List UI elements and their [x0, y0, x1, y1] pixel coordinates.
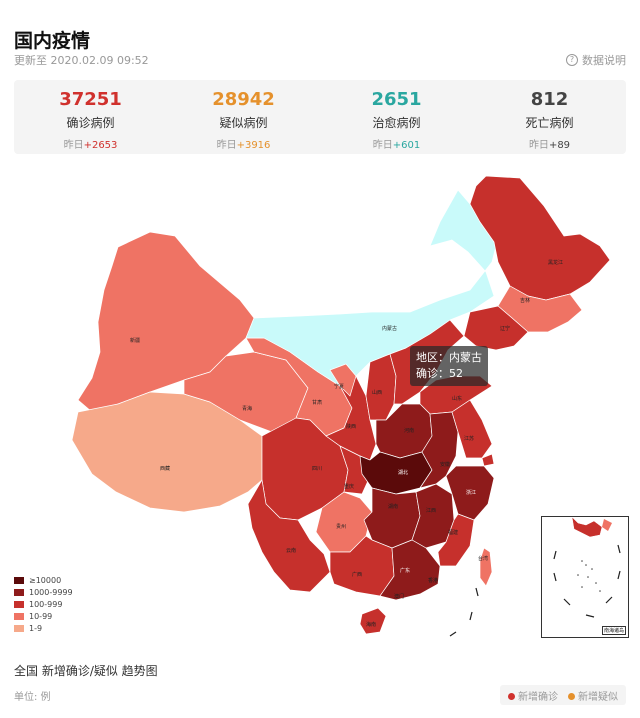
label-zhejiang: 浙江: [466, 489, 476, 496]
tooltip-confirmed: 确诊：52: [416, 367, 463, 380]
province-fujian[interactable]: [437, 513, 475, 567]
south-china-sea-inset: 南海诸岛: [541, 516, 629, 638]
legend-item[interactable]: ≥10000: [14, 574, 73, 586]
legend-label: 1-9: [29, 623, 43, 633]
stat-value: 37251: [59, 89, 122, 110]
dot-icon: [508, 693, 515, 700]
legend-item[interactable]: 1000-9999: [14, 586, 73, 598]
stat-delta: 昨日+2653: [63, 140, 118, 151]
label-jiangxi: 江西: [426, 507, 436, 514]
stat-delta: 昨日+3916: [216, 140, 271, 151]
label-guizhou: 贵州: [336, 523, 346, 530]
trend-unit: 单位: 例: [14, 692, 51, 703]
province-shanghai[interactable]: [481, 453, 495, 467]
label-hunan: 湖南: [388, 503, 398, 510]
label-taiwan: 台湾: [478, 555, 488, 562]
province-yunnan[interactable]: [247, 479, 331, 593]
label-anhui: 安徽: [440, 461, 450, 468]
label-liaoning: 辽宁: [500, 325, 510, 332]
province-jiangsu[interactable]: [451, 399, 493, 459]
province-hunan[interactable]: [363, 487, 421, 549]
label-qinghai: 青海: [242, 405, 252, 412]
label-xinjiang: 新疆: [130, 337, 140, 344]
legend-label: ≥10000: [29, 575, 62, 585]
stat-cured: 2651 治愈病例 昨日+601: [320, 80, 473, 154]
legend-label: 1000-9999: [29, 587, 73, 597]
data-explain-link[interactable]: ? 数据说明: [566, 52, 626, 68]
stat-value: 2651: [371, 89, 422, 110]
stat-label: 治愈病例: [372, 116, 421, 130]
label-hubei: 湖北: [398, 469, 408, 476]
stat-delta: 昨日+89: [528, 140, 571, 151]
stat-deaths: 812 死亡病例 昨日+89: [473, 80, 626, 154]
map-tooltip: 地区：内蒙古 确诊：52: [410, 346, 488, 386]
stat-suspected: 28942 疑似病例 昨日+3916: [167, 80, 320, 154]
province-ningxia[interactable]: [329, 363, 357, 397]
map-legend: ≥10000 1000-9999 100-999 10-99 1-9: [14, 574, 73, 634]
label-guangdong: 广东: [400, 567, 410, 574]
label-xizang: 西藏: [160, 465, 170, 472]
trend-legend-suspected[interactable]: 新增疑似: [568, 688, 618, 703]
label-ningxia: 宁夏: [334, 383, 344, 390]
label-yunnan: 云南: [286, 547, 296, 554]
trend-chart-title: 全国 新增确诊/疑似 趋势图: [14, 664, 158, 678]
label-gansu: 甘肃: [312, 399, 322, 406]
label-sichuan: 四川: [312, 466, 322, 472]
province-liaoning[interactable]: [463, 305, 529, 351]
label-xianggang: 香港: [428, 577, 438, 584]
update-time: 更新至 2020.02.09 09:52: [14, 54, 149, 67]
label-heilongjiang: 黑龙江: [548, 259, 563, 266]
stat-delta: 昨日+601: [372, 140, 421, 151]
legend-item[interactable]: 1-9: [14, 622, 73, 634]
stat-value: 28942: [212, 89, 275, 110]
label-jiangsu: 江苏: [464, 435, 474, 442]
province-shanxi[interactable]: [365, 353, 397, 421]
label-jilin: 吉林: [520, 297, 530, 304]
trend-legend: 新增确诊 新增疑似: [500, 685, 626, 705]
legend-item[interactable]: 10-99: [14, 610, 73, 622]
stat-confirmed: 37251 确诊病例 昨日+2653: [14, 80, 167, 154]
province-hainan[interactable]: [359, 607, 387, 635]
legend-item[interactable]: 100-999: [14, 598, 73, 610]
label-shanxi: 山西: [372, 389, 382, 396]
inset-map: [553, 516, 621, 618]
label-hainan: 海南: [366, 621, 376, 628]
province-guangdong[interactable]: [379, 539, 441, 601]
legend-label: 100-999: [29, 599, 63, 609]
dot-icon: [568, 693, 575, 700]
label-fujian: 福建: [448, 529, 458, 536]
stat-label: 死亡病例: [525, 116, 574, 130]
label-guangxi: 广西: [352, 571, 362, 578]
data-explain-label: 数据说明: [582, 54, 626, 67]
label-neimenggu: 内蒙古: [382, 325, 397, 332]
label-henan: 河南: [404, 427, 414, 434]
stat-label: 确诊病例: [66, 116, 115, 130]
tooltip-region: 地区：内蒙古: [416, 351, 482, 364]
province-taiwan[interactable]: [479, 547, 493, 587]
province-xizang[interactable]: [71, 391, 263, 513]
label-shandong: 山东: [452, 395, 462, 402]
stat-value: 812: [530, 89, 569, 110]
nine-dash-line: [449, 587, 479, 637]
inset-label: 南海诸岛: [601, 626, 626, 635]
label-aomen: 澳门: [394, 593, 404, 600]
province-heilongjiang[interactable]: [469, 175, 611, 301]
question-icon: ?: [566, 54, 578, 66]
stats-panel: 37251 确诊病例 昨日+2653 28942 疑似病例 昨日+3916 26…: [14, 80, 626, 154]
province-xinjiang[interactable]: [77, 231, 255, 413]
label-shaanxi: 陕西: [346, 423, 356, 430]
page-title: 国内疫情: [14, 30, 91, 52]
legend-label: 10-99: [29, 611, 53, 621]
label-chongqing: 重庆: [344, 483, 354, 490]
stat-label: 疑似病例: [219, 116, 268, 130]
trend-legend-confirmed[interactable]: 新增确诊: [508, 688, 558, 703]
